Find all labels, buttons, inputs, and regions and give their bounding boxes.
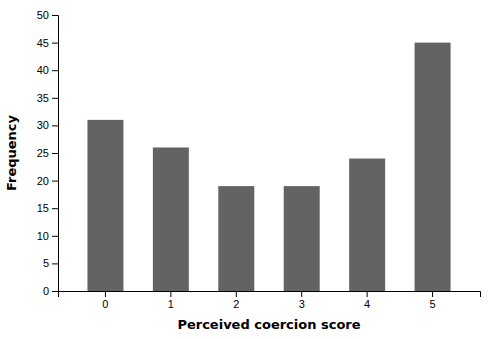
x-tick-mark: [170, 291, 171, 297]
y-tick-mark: [52, 43, 58, 44]
bars: [87, 43, 450, 291]
x-tick: 1: [168, 291, 174, 310]
y-tick-mark: [52, 236, 58, 237]
bar: [284, 186, 320, 291]
x-tick: 4: [364, 291, 370, 310]
y-axis-title: Frequency: [4, 114, 19, 191]
y-tick-label: 35: [37, 92, 49, 104]
x-tick-mark: [301, 291, 302, 297]
chart: 01234505101520253035404550Perceived coer…: [0, 0, 500, 339]
y-tick: 15: [37, 202, 58, 214]
y-tick-label: 25: [37, 147, 49, 159]
y-tick-label: 10: [37, 230, 49, 242]
y-tick: 30: [37, 119, 58, 131]
y-tick-mark: [52, 208, 58, 209]
y-tick-label: 30: [37, 119, 49, 131]
y-axis-line: [52, 16, 59, 292]
x-axis-title: Perceived coercion score: [177, 317, 360, 332]
y-tick-mark: [52, 70, 58, 71]
y-tick-mark: [52, 125, 58, 126]
x-tick-label: 3: [299, 298, 305, 310]
y-tick-mark: [52, 15, 58, 16]
y-tick-label: 15: [37, 202, 49, 214]
plot: 01234505101520253035404550: [37, 9, 481, 310]
y-tick-mark: [52, 153, 58, 154]
x-tick-mark: [432, 291, 433, 297]
x-tick-label: 2: [233, 298, 239, 310]
x-tick-mark: [236, 291, 237, 297]
y-tick-label: 20: [37, 175, 49, 187]
x-tick: 5: [430, 291, 436, 310]
y-tick-mark: [52, 98, 58, 99]
x-tick: 3: [299, 291, 305, 310]
y-tick: 10: [37, 230, 58, 242]
bar: [415, 43, 451, 291]
x-tick: 2: [233, 291, 239, 310]
y-tick-label: 50: [37, 9, 49, 21]
x-tick-mark: [367, 291, 368, 297]
y-axis: 0 5 10 15 20 25 30 35 40 45 50: [37, 9, 59, 297]
x-tick-label: 4: [364, 298, 370, 310]
bar: [87, 120, 123, 291]
y-tick-label: 45: [37, 37, 49, 49]
y-tick: 45: [37, 37, 58, 49]
y-tick: 0: [43, 285, 58, 297]
x-tick-label: 5: [430, 298, 436, 310]
y-tick-mark: [52, 263, 58, 264]
x-axis-line: [59, 292, 481, 298]
bar: [218, 186, 254, 291]
bar: [153, 147, 189, 291]
y-tick-mark: [52, 181, 58, 182]
y-tick: 35: [37, 92, 58, 104]
y-tick-mark: [52, 291, 58, 292]
y-tick-label: 40: [37, 64, 49, 76]
x-tick: 0: [102, 291, 108, 310]
y-tick: 50: [37, 9, 58, 21]
y-tick-label: 5: [43, 257, 49, 269]
y-tick: 20: [37, 175, 58, 187]
x-tick-label: 1: [168, 298, 174, 310]
x-axis: 0 1 2 3 4 5: [59, 291, 481, 310]
x-tick-label: 0: [102, 298, 108, 310]
y-tick: 40: [37, 64, 58, 76]
x-tick-mark: [105, 291, 106, 297]
bar: [349, 159, 385, 291]
y-tick-label: 0: [43, 285, 49, 297]
y-tick: 25: [37, 147, 58, 159]
y-tick: 5: [43, 257, 58, 269]
